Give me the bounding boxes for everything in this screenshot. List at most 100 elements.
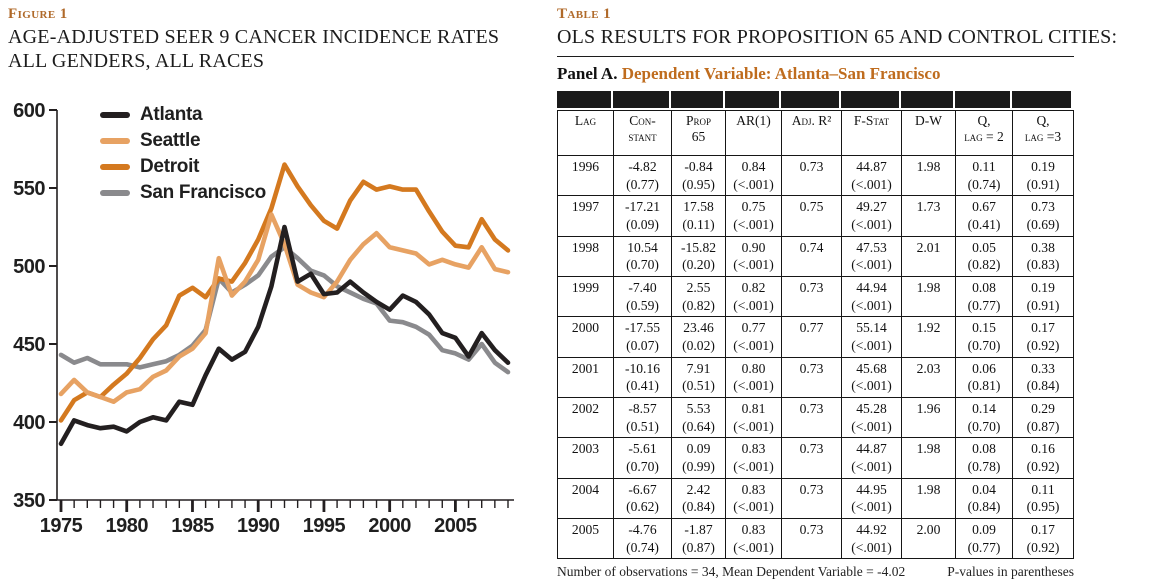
value-cell: 0.77 (<.001) [725,316,782,358]
table-row: 1996 -4.82 (0.77) -0.84 (0.95) 0.84 (<.001) 0.7… [557,154,1074,197]
value-cell: 2.42 (0.84) [671,477,726,520]
value-cell: 0.17 (0.92) [1012,518,1074,560]
chart-legend: Atlanta Seattle Detroit San Francisco [100,102,266,206]
table-row: 2002 -8.57 (0.51) 5.53 (0.64) 0.81 (<.001) 0.73… [557,397,1074,439]
value-cell: 0.17 (0.92) [1012,316,1074,358]
value-cell: 0.77 [781,316,842,358]
value-cell: 0.74 [781,235,842,278]
table-row: 1997 -17.21 (0.09) 17.58 (0.11) 0.75 (<.001) 0.… [557,195,1074,237]
header-bar-segment [955,91,1010,108]
value-cell: 0.81 (<.001) [725,397,782,439]
value-cell: 0.38 (0.83) [1012,235,1074,278]
header-bar-segment [901,91,953,108]
legend-item-seattle: Seattle [100,128,266,154]
value-cell: 0.83 (<.001) [725,477,782,520]
lag-cell: 1996 [557,154,614,197]
value-cell: 0.82 (<.001) [725,276,782,318]
value-cell: -7.40 (0.59) [613,276,672,318]
legend-label: Seattle [140,130,201,151]
value-cell: 0.05 (0.82) [955,235,1013,278]
value-cell: -17.55 (0.07) [613,316,672,358]
value-cell: -17.21 (0.09) [613,195,672,237]
y-tick-label: 400 [13,412,45,434]
value-cell: -4.76 (0.74) [613,518,672,560]
legend-swatch-icon [100,164,130,170]
panel-label: Panel A. [557,64,618,83]
value-cell: 44.94 (<.001) [841,276,902,318]
figure-title: AGE-ADJUSTED SEER 9 CANCER INCIDENCE RAT… [8,26,553,73]
value-cell: 47.53 (<.001) [841,235,902,278]
table-title: OLS RESULTS FOR PROPOSITION 65 AND CONTR… [557,26,1118,48]
x-tick-label: 2000 [368,515,411,537]
value-cell: 5.53 (0.64) [671,397,726,439]
value-cell: 49.27 (<.001) [841,195,902,237]
value-cell: 0.09 (0.99) [671,437,726,479]
chart-canvas: 350 400 450 500 550 600 1975 1980 1985 1990 1995 20… [13,100,514,537]
y-tick-label: 550 [13,178,45,200]
value-cell: -1.87 (0.87) [671,518,726,560]
value-cell: 1.92 [901,316,956,358]
table-row: 1998 10.54 (0.70) -15.82 (0.20) 0.90 (<.001) 0.… [557,235,1074,278]
header-bar-segment [557,91,611,108]
series-line-seattle [58,212,511,405]
value-cell: 0.90 (<.001) [725,235,782,278]
table-header-bar [557,91,1073,108]
figure-title-line1: AGE-ADJUSTED SEER 9 CANCER INCIDENCE RAT… [8,26,500,48]
header-bar-segment [781,91,839,108]
value-cell: 0.73 [781,356,842,399]
footnote-pvalues: P-values in parentheses [947,564,1074,580]
value-cell: -0.84 (0.95) [671,154,726,197]
legend-item-atlanta: Atlanta [100,102,266,128]
y-tick-label: 500 [13,256,45,278]
value-cell: 0.75 [781,195,842,237]
column-header: Con-stant [613,110,672,156]
lag-cell: 2005 [557,518,614,560]
results-table-body: 1996 -4.82 (0.77) -0.84 (0.95) 0.84 (<.001) 0.7… [557,154,1074,560]
value-cell: -6.67 (0.62) [613,477,672,520]
series-line-detroit [58,162,511,423]
value-cell: 0.73 [781,154,842,197]
value-cell: 2.55 (0.82) [671,276,726,318]
value-cell: 45.68 (<.001) [841,356,902,399]
legend-swatch-icon [100,112,130,118]
lag-cell: 1999 [557,276,614,318]
value-cell: 0.33 (0.84) [1012,356,1074,399]
column-header: Lag [557,110,614,156]
value-cell: 0.14 (0.70) [955,397,1013,439]
value-cell: -15.82 (0.20) [671,235,726,278]
table-row: 1999 -7.40 (0.59) 2.55 (0.82) 0.82 (<.001) 0.73… [557,276,1074,318]
value-cell: 2.00 [901,518,956,560]
value-cell: 7.91 (0.51) [671,356,726,399]
value-cell: 0.11 (0.74) [955,154,1013,197]
lag-cell: 2002 [557,397,614,439]
column-header: F-Stat [841,110,902,156]
value-cell: 10.54 (0.70) [613,235,672,278]
y-tick-label: 450 [13,334,45,356]
figure-title-line2: ALL GENDERS, ALL RACES [8,49,265,72]
value-cell: 0.67 (0.41) [955,195,1013,237]
table-row: 2004 -6.67 (0.62) 2.42 (0.84) 0.83 (<.001) 0.73… [557,477,1074,520]
column-header: Q, lag = 2 [955,110,1013,156]
value-cell: 0.73 [781,276,842,318]
value-cell: 0.19 (0.91) [1012,154,1074,197]
lag-cell: 2003 [557,437,614,479]
series-line-atlanta [58,224,511,447]
lag-cell: 2004 [557,477,614,520]
value-cell: 0.16 (0.92) [1012,437,1074,479]
series-line-san-francisco [58,245,511,375]
results-table: Lag Con-stant Prop 65 AR(1) Adj. R² F-Stat D-W Q… [557,110,1074,560]
table-row: 2005 -4.76 (0.74) -1.87 (0.87) 0.83 (<.001) 0.7… [557,518,1074,560]
value-cell: 0.75 (<.001) [725,195,782,237]
value-cell: -10.16 (0.41) [613,356,672,399]
x-tick-label: 2005 [434,515,477,537]
value-cell: 0.73 (0.69) [1012,195,1074,237]
lag-cell: 2001 [557,356,614,399]
value-cell: 0.09 (0.77) [955,518,1013,560]
legend-item-detroit: Detroit [100,154,266,180]
header-bar-segment [1012,91,1071,108]
value-cell: 1.98 [901,154,956,197]
value-cell: -4.82 (0.77) [613,154,672,197]
value-cell: 45.28 (<.001) [841,397,902,439]
column-header: Adj. R² [781,110,842,156]
legend-label: San Francisco [140,182,266,203]
